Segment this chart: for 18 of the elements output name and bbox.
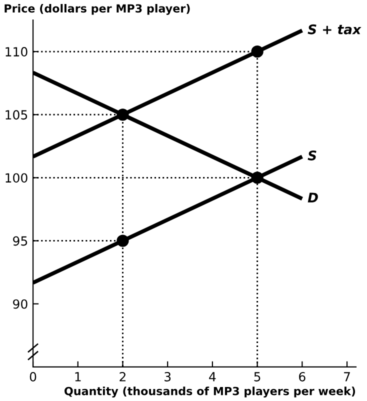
- y-tick-label: 105: [6, 110, 28, 120]
- x-tick-label: 1: [75, 372, 81, 382]
- y-tick-label: 95: [13, 236, 28, 246]
- x-tick-label: 2: [120, 372, 126, 382]
- series-label: S + tax: [308, 24, 362, 34]
- x-tick-label: 4: [209, 372, 216, 382]
- series-label: D: [308, 192, 318, 202]
- x-tick-label: 6: [299, 372, 306, 382]
- y-tick-label: 90: [13, 299, 28, 309]
- x-tick-label: 0: [30, 372, 36, 382]
- x-tick-label: 3: [164, 372, 171, 382]
- x-axis-title: Quantity (thousands of MP3 players per week): [64, 386, 356, 398]
- y-tick-label: 110: [6, 47, 28, 57]
- x-tick-label: 7: [344, 372, 350, 382]
- series-label: S: [308, 150, 316, 160]
- x-tick-label: 5: [254, 372, 260, 382]
- y-tick-label: 100: [6, 173, 28, 183]
- y-axis-title: Price (dollars per MP3 player): [4, 4, 190, 15]
